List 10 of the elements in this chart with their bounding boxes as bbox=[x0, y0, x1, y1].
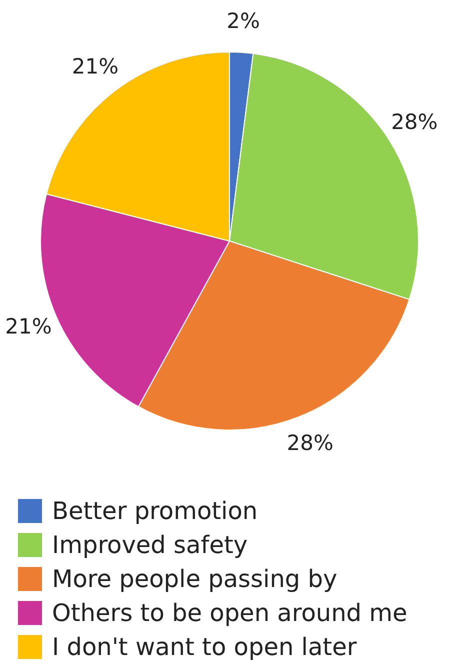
data-label: 21% bbox=[72, 54, 119, 78]
data-label: 28% bbox=[286, 431, 334, 456]
legend-label: More people passing by bbox=[52, 565, 338, 593]
data-label: 2% bbox=[226, 8, 260, 33]
data-label: 21% bbox=[5, 314, 52, 338]
data-label: 28% bbox=[391, 110, 438, 134]
legend-label: Better promotion bbox=[52, 497, 258, 525]
legend-label: Others to be open around me bbox=[52, 599, 408, 627]
legend-label: I don't want to open later bbox=[52, 633, 357, 661]
legend-label: Improved safety bbox=[52, 531, 248, 559]
